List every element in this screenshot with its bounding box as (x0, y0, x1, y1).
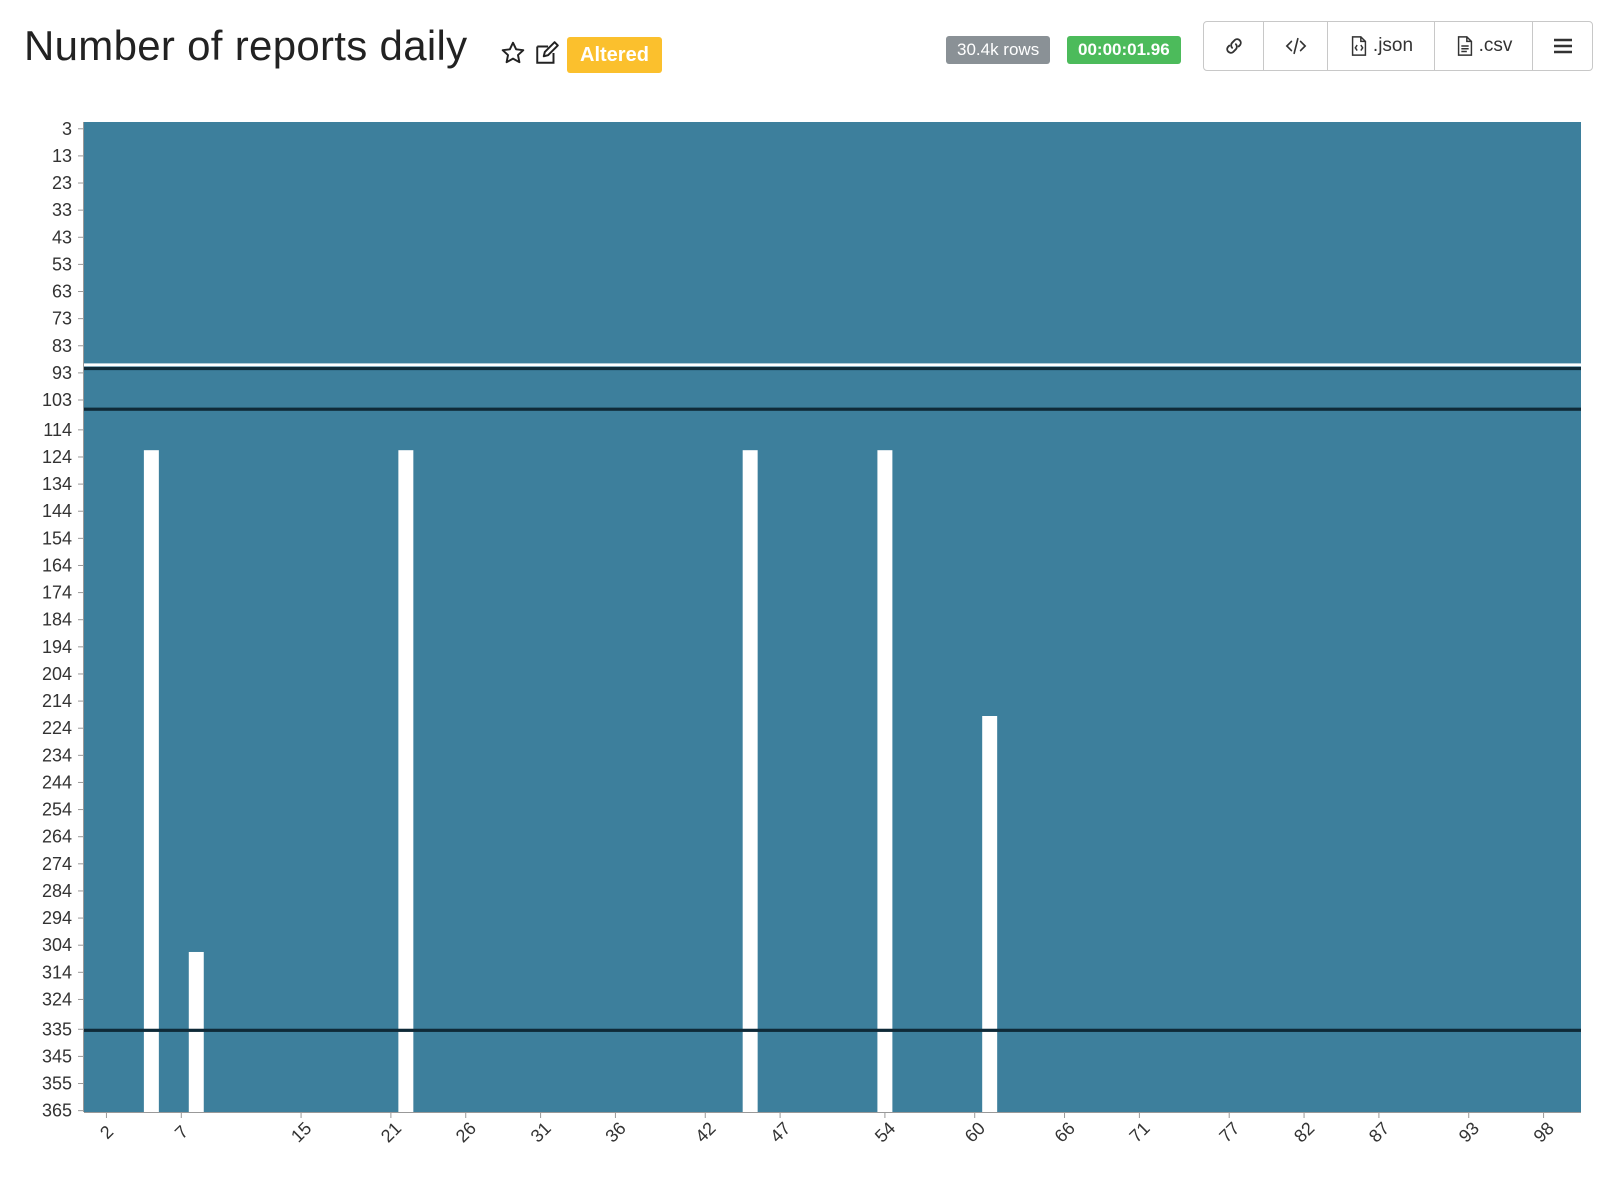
x-tick-label: 93 (1455, 1118, 1483, 1146)
y-tick-label: 23 (52, 173, 72, 193)
y-tick-label: 174 (42, 583, 72, 603)
y-tick-label: 53 (52, 254, 72, 274)
x-tick-label: 82 (1290, 1118, 1318, 1146)
y-tick-label: 284 (42, 881, 72, 901)
edit-icon[interactable] (534, 40, 560, 66)
x-tick-label: 54 (871, 1118, 899, 1146)
row-count-badge: 30.4k rows (946, 36, 1051, 64)
low-count-row (84, 366, 1581, 371)
x-tick-label: 21 (377, 1118, 405, 1146)
plot-area (84, 122, 1581, 1112)
y-tick-label: 63 (52, 282, 72, 302)
altered-badge: Altered (567, 37, 662, 73)
y-tick-label: 365 (42, 1101, 72, 1121)
x-tick-label: 66 (1051, 1118, 1079, 1146)
download-json-button[interactable]: .json (1328, 22, 1435, 70)
json-label: .json (1372, 35, 1414, 56)
y-tick-label: 144 (42, 501, 72, 521)
csv-label: .csv (1478, 35, 1513, 56)
y-tick-label: 124 (42, 447, 72, 467)
y-tick-label: 33 (52, 200, 72, 220)
y-tick-label: 103 (42, 390, 72, 410)
x-tick-label: 71 (1125, 1118, 1153, 1146)
y-tick-label: 3 (62, 119, 72, 139)
y-tick-label: 194 (42, 637, 72, 657)
y-tick-label: 294 (42, 908, 72, 928)
file-text-icon (1455, 35, 1475, 57)
low-count-row (84, 1028, 1581, 1032)
y-tick-label: 324 (42, 989, 72, 1009)
y-tick-label: 335 (42, 1019, 72, 1039)
y-tick-label: 314 (42, 962, 72, 982)
x-tick-label: 60 (961, 1118, 989, 1146)
chart-toolbar: .json .csv (1203, 21, 1593, 71)
x-tick-label: 2 (96, 1122, 117, 1143)
link-icon (1223, 35, 1245, 57)
heatmap-cells (84, 122, 1581, 1112)
y-tick-label: 83 (52, 336, 72, 356)
y-tick-label: 244 (42, 772, 72, 792)
y-tick-label: 43 (52, 227, 72, 247)
y-tick-label: 274 (42, 854, 72, 874)
y-tick-label: 204 (42, 664, 72, 684)
y-tick-label: 304 (42, 935, 72, 955)
y-tick-label: 164 (42, 555, 72, 575)
chart-header: Number of reports daily Altered 30.4k ro… (0, 0, 1600, 100)
missing-data-column (143, 450, 159, 1112)
x-tick-label: 26 (452, 1118, 480, 1146)
copy-link-button[interactable] (1204, 22, 1264, 70)
y-tick-label: 184 (42, 610, 72, 630)
x-tick-label: 47 (766, 1118, 794, 1146)
y-tick-label: 234 (42, 745, 72, 765)
y-tick-label: 355 (42, 1074, 72, 1094)
low-count-row (84, 407, 1581, 411)
x-tick-label: 31 (527, 1118, 555, 1146)
embed-code-button[interactable] (1264, 22, 1328, 70)
query-time-badge: 00:00:01.96 (1067, 36, 1181, 64)
x-tick-label: 15 (287, 1118, 315, 1146)
missing-data-column (188, 951, 204, 1112)
y-tick-label: 224 (42, 718, 72, 738)
x-tick-label: 42 (691, 1118, 719, 1146)
y-tick-label: 214 (42, 691, 72, 711)
y-tick-label: 73 (52, 309, 72, 329)
x-tick-label: 77 (1215, 1118, 1243, 1146)
y-axis: 3 13 23 33 43 53 63 73 83 93 103 114 124 134 144 154 164… (42, 119, 84, 1121)
x-tick-label: 98 (1530, 1118, 1558, 1146)
code-icon (1284, 35, 1308, 57)
y-tick-label: 264 (42, 827, 72, 847)
x-tick-label: 87 (1365, 1118, 1393, 1146)
missing-data-column (982, 716, 998, 1112)
hamburger-menu-icon (1552, 36, 1574, 56)
missing-data-column (398, 450, 414, 1112)
y-tick-label: 13 (52, 146, 72, 166)
download-csv-button[interactable]: .csv (1435, 22, 1533, 70)
y-tick-label: 154 (42, 528, 72, 548)
y-tick-label: 345 (42, 1046, 72, 1066)
more-menu-button[interactable] (1533, 22, 1592, 70)
x-tick-label: 7 (171, 1122, 192, 1143)
missing-data-row (84, 363, 1581, 367)
x-tick-label: 36 (601, 1118, 629, 1146)
x-axis: 2 7 15 21 26 31 36 42 47 54 60 66 71 77 82 87 93 98 (84, 1112, 1581, 1146)
missing-data-column (877, 450, 893, 1112)
y-tick-label: 93 (52, 363, 72, 383)
page-title: Number of reports daily (24, 22, 468, 69)
y-tick-label: 254 (42, 800, 72, 820)
missing-data-column (742, 450, 758, 1112)
y-tick-label: 114 (43, 420, 72, 440)
y-tick-label: 134 (42, 474, 72, 494)
heatmap-chart: 3132333435363738393103114124134144154164… (42, 119, 1581, 1146)
file-code-icon (1349, 35, 1369, 57)
star-icon[interactable] (500, 40, 526, 66)
